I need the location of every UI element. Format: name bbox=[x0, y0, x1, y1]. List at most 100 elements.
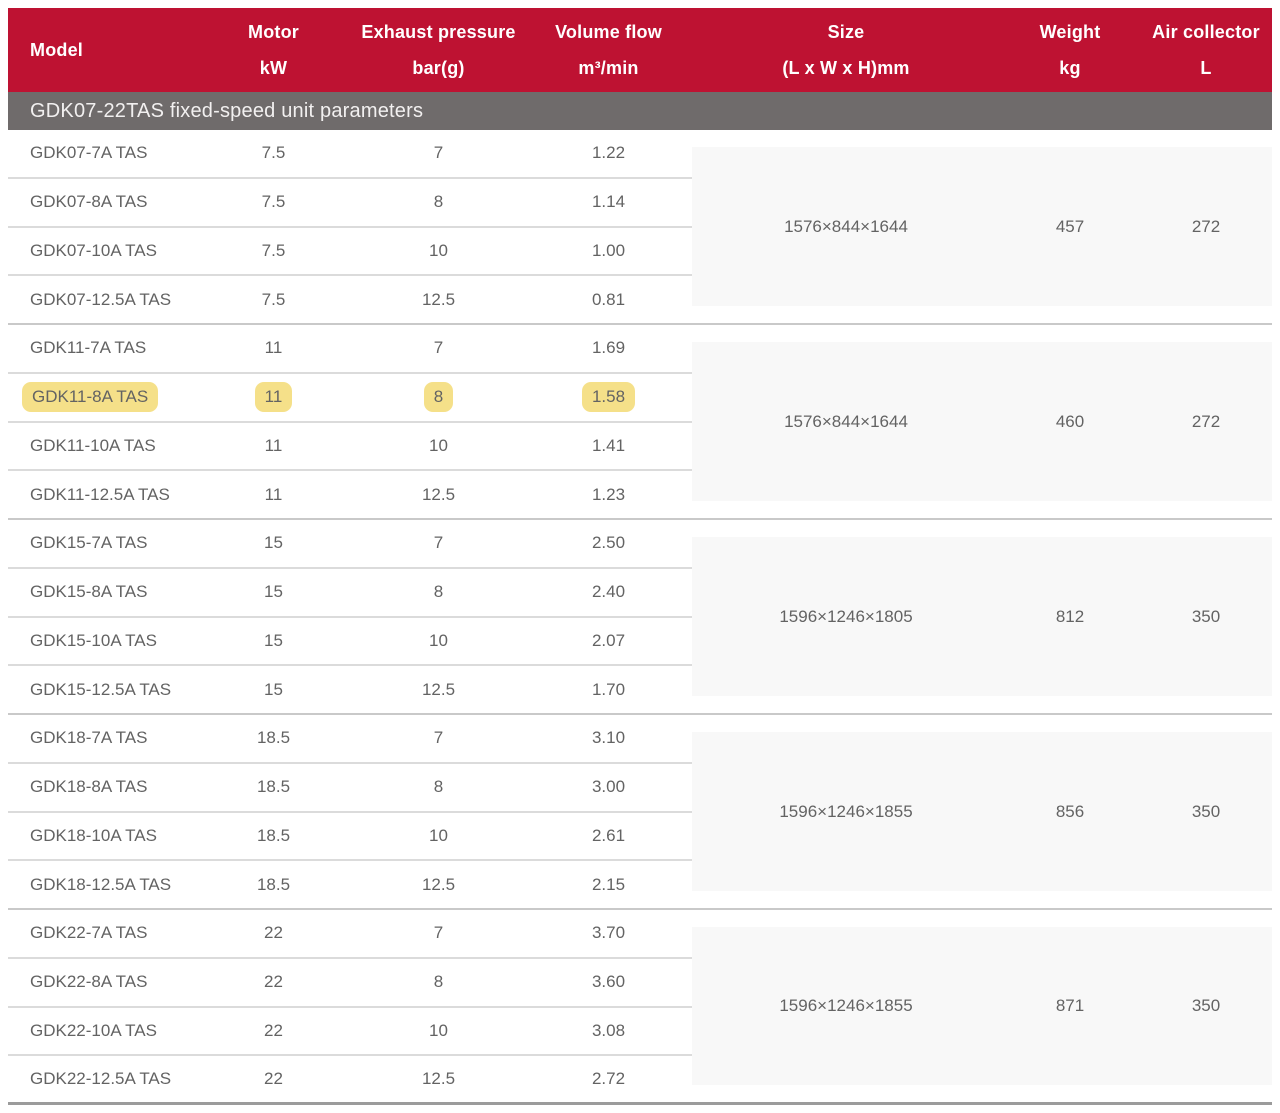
col-header-size: Size (L x W x H)mm bbox=[692, 8, 1000, 92]
cell-text: GDK22-8A TAS bbox=[30, 972, 148, 992]
cell-text: 10 bbox=[429, 240, 448, 260]
motor-cell: 7.5 bbox=[195, 178, 352, 228]
cell-text: GDK18-10A TAS bbox=[30, 825, 157, 845]
flow-cell: 1.70 bbox=[525, 666, 692, 715]
cell-text: 2.61 bbox=[591, 825, 626, 845]
cell-text: 457 bbox=[1055, 216, 1085, 236]
weight-cell: 460 bbox=[1000, 325, 1140, 520]
motor-cell: 15 bbox=[195, 568, 352, 618]
highlight-pill: 1.58 bbox=[581, 382, 636, 413]
table-row: GDK22-8A TAS 22 8 3.60 bbox=[8, 958, 1272, 1008]
table-row: GDK15-12.5A TAS 15 12.5 1.70 bbox=[8, 666, 1272, 715]
pressure-cell: 12.5 bbox=[352, 471, 525, 520]
col-header-title: Exhaust pressure bbox=[361, 21, 516, 42]
cell-text: 18.5 bbox=[256, 825, 291, 845]
cell-text: 350 bbox=[1191, 996, 1221, 1015]
weight-cell: 871 bbox=[1000, 910, 1140, 1105]
pressure-cell: 7 bbox=[352, 325, 525, 374]
cell-text: GDK11-10A TAS bbox=[30, 435, 156, 455]
cell-text: 812 bbox=[1055, 606, 1085, 626]
cell-text: 7 bbox=[433, 923, 444, 943]
cell-text: 8 bbox=[433, 192, 444, 212]
cell-text: 272 bbox=[1191, 216, 1221, 236]
table-row: GDK07-12.5A TAS 7.5 12.5 0.81 bbox=[8, 276, 1272, 325]
col-header-title: Motor bbox=[248, 21, 299, 42]
col-header-unit: bar(g) bbox=[412, 57, 465, 78]
cell-text: 1576×844×1644 bbox=[784, 411, 908, 431]
table-row: GDK11-10A TAS 11 10 1.41 bbox=[8, 422, 1272, 472]
cell-text: GDK07-8A TAS bbox=[30, 192, 148, 212]
cell-text: GDK18-12.5A TAS bbox=[30, 874, 172, 894]
model-cell: GDK18-12.5A TAS bbox=[8, 861, 195, 910]
cell-text: 1.00 bbox=[591, 240, 626, 260]
col-header-volume-flow: Volume flow m³/min bbox=[525, 8, 692, 92]
model-cell: GDK22-8A TAS bbox=[8, 958, 195, 1008]
cell-text: 2.15 bbox=[591, 874, 626, 894]
table-row: GDK15-7A TAS 15 7 2.50 1596×1246×1805 812 350 bbox=[8, 520, 1272, 715]
model-cell: GDK15-12.5A TAS bbox=[8, 666, 195, 715]
cell-text: 10 bbox=[429, 435, 448, 455]
parameters-table: Model Motor kW Exhaust pressure bar(g) bbox=[8, 8, 1272, 1105]
pressure-cell: 8 bbox=[352, 958, 525, 1008]
cell-text: GDK15-7A TAS bbox=[30, 533, 148, 553]
cell-text: 11 bbox=[264, 435, 283, 455]
table-row: GDK22-7A TAS 22 7 3.70 1596×1246×1855 871 350 bbox=[8, 910, 1272, 1105]
motor-cell: 11 bbox=[195, 325, 352, 374]
cell-text: 3.10 bbox=[591, 728, 626, 748]
flow-cell: 2.61 bbox=[525, 812, 692, 862]
cell-text: 15 bbox=[264, 630, 283, 650]
pressure-cell: 12.5 bbox=[352, 1056, 525, 1105]
cell-text: 460 bbox=[1055, 411, 1085, 431]
size-cell: 1596×1246×1805 bbox=[692, 520, 1000, 715]
model-cell: GDK15-7A TAS bbox=[8, 520, 195, 569]
cell-text: 1.14 bbox=[591, 192, 626, 212]
cell-text: 8 bbox=[433, 972, 444, 992]
cell-text: 7 bbox=[433, 533, 444, 553]
col-header-unit: L bbox=[1200, 57, 1212, 78]
motor-cell: 18.5 bbox=[195, 812, 352, 862]
flow-cell: 1.41 bbox=[525, 422, 692, 472]
motor-cell: 22 bbox=[195, 958, 352, 1008]
cell-text: 15 bbox=[264, 582, 283, 602]
cell-text: 1596×1246×1805 bbox=[779, 606, 913, 626]
cell-text: GDK15-10A TAS bbox=[30, 630, 157, 650]
col-header-exhaust-pressure: Exhaust pressure bar(g) bbox=[352, 8, 525, 92]
cell-text: 7 bbox=[433, 728, 444, 748]
table-row: GDK18-12.5A TAS 18.5 12.5 2.15 bbox=[8, 861, 1272, 910]
highlight-pill: 8 bbox=[423, 382, 454, 413]
motor-cell: 15 bbox=[195, 617, 352, 667]
col-header-motor: Motor kW bbox=[195, 8, 352, 92]
col-header-unit: (L x W x H)mm bbox=[782, 57, 910, 78]
highlight-pill: GDK11-8A TAS bbox=[22, 382, 159, 413]
cell-text: 3.00 bbox=[591, 777, 626, 797]
motor-cell: 18.5 bbox=[195, 763, 352, 813]
motor-cell: 22 bbox=[195, 1056, 352, 1105]
pressure-cell: 10 bbox=[352, 227, 525, 277]
cell-text: 2.07 bbox=[591, 630, 626, 650]
cell-text: 10 bbox=[429, 630, 448, 650]
cell-text: 1.22 bbox=[591, 143, 626, 163]
cell-text: 12.5 bbox=[421, 874, 456, 894]
cell-text: GDK07-10A TAS bbox=[30, 240, 157, 260]
pressure-cell: 7 bbox=[352, 520, 525, 569]
table-row: GDK07-7A TAS 7.5 7 1.22 1576×844×1644 457 272 bbox=[8, 130, 1272, 325]
motor-cell: 18.5 bbox=[195, 861, 352, 910]
model-cell: GDK11-12.5A TAS bbox=[8, 471, 195, 520]
cell-text: GDK07-7A TAS bbox=[30, 143, 148, 163]
model-cell: GDK15-10A TAS bbox=[8, 617, 195, 667]
model-cell: GDK18-8A TAS bbox=[8, 763, 195, 813]
model-cell: GDK18-10A TAS bbox=[8, 812, 195, 862]
model-cell: GDK07-7A TAS bbox=[8, 130, 195, 179]
cell-text: 350 bbox=[1191, 801, 1221, 821]
motor-cell: 7.5 bbox=[195, 227, 352, 277]
cell-text: 22 bbox=[264, 923, 283, 943]
cell-text: 350 bbox=[1191, 606, 1221, 626]
cell-text: 871 bbox=[1055, 996, 1085, 1015]
flow-cell: 3.10 bbox=[525, 715, 692, 764]
table-row: GDK11-7A TAS 11 7 1.69 1576×844×1644 460 272 bbox=[8, 325, 1272, 520]
flow-cell: 3.00 bbox=[525, 763, 692, 813]
motor-cell: 11 bbox=[195, 422, 352, 472]
weight-cell: 812 bbox=[1000, 520, 1140, 715]
cell-text: 11 bbox=[264, 484, 283, 504]
section-title-row: GDK07-22TAS fixed-speed unit parameters bbox=[8, 92, 1272, 130]
